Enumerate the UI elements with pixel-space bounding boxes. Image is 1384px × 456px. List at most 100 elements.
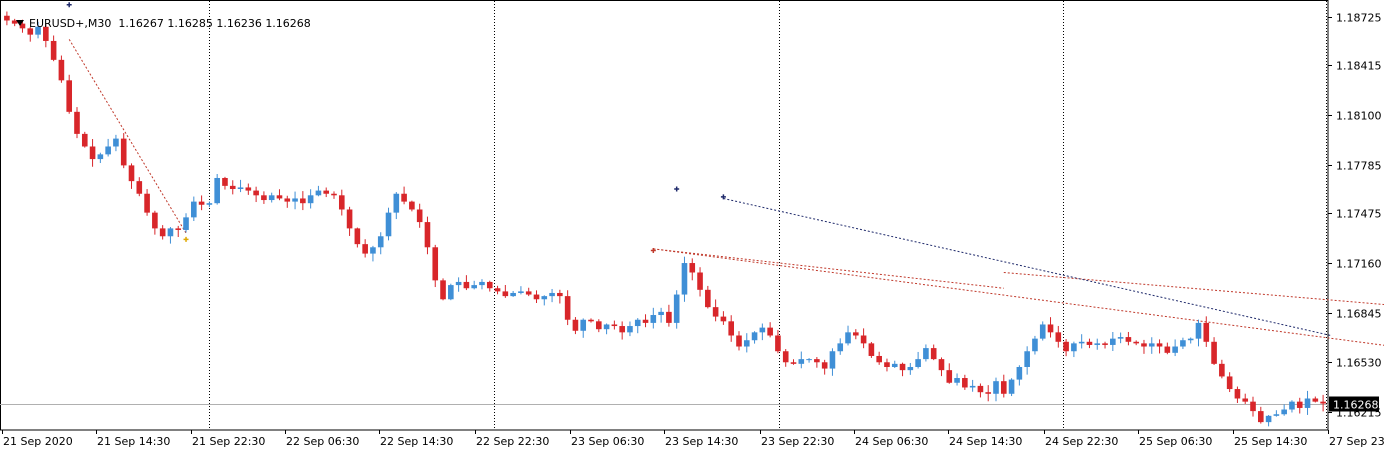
candle-bear	[666, 312, 672, 323]
candle-bull	[658, 312, 664, 315]
candle-bull	[798, 359, 804, 364]
candle-bear	[736, 335, 742, 346]
candle-bear	[66, 80, 72, 112]
x-tick-label: 24 Sep 22:30	[1045, 435, 1118, 448]
x-tick-label: 22 Sep 06:30	[286, 435, 359, 448]
candle-bear	[464, 282, 470, 288]
candle-bull	[1032, 339, 1038, 352]
candle-bear	[1313, 398, 1319, 401]
candle-bear	[861, 335, 867, 343]
candle-bull	[238, 187, 244, 189]
x-tick-label: 22 Sep 22:30	[476, 435, 549, 448]
candle-bear	[1219, 364, 1225, 377]
candle-bear	[1048, 324, 1054, 332]
candle-bear	[728, 321, 734, 335]
candle-bear	[1203, 323, 1209, 342]
candle-bull	[1172, 347, 1178, 353]
candle-bear	[440, 280, 446, 299]
candle-bull	[316, 191, 322, 196]
candle-bull	[207, 203, 213, 205]
candle-bear	[588, 320, 594, 322]
x-tick-label: 21 Sep 22:30	[192, 435, 265, 448]
y-tick-label: 1.18100	[1336, 110, 1382, 123]
candle-bull	[604, 324, 610, 329]
x-tick-label: 25 Sep 14:30	[1234, 435, 1307, 448]
trendline	[723, 198, 1330, 335]
candle-bear	[775, 335, 781, 351]
grid-layer	[0, 1, 1328, 431]
symbol-header[interactable]: EURUSD+,M30 1.16267 1.16285 1.16236 1.16…	[2, 4, 311, 43]
candle-bull	[954, 378, 960, 383]
candle-bull	[1118, 337, 1124, 339]
candle-bear	[339, 195, 345, 209]
candle-bear	[277, 195, 283, 198]
candle-bear	[900, 364, 906, 370]
candle-bull	[549, 293, 555, 296]
y-tick-label: 1.16530	[1336, 357, 1382, 370]
candle-bull	[479, 282, 485, 285]
candle-bear	[565, 296, 571, 320]
candle-bear	[199, 202, 205, 205]
candle-bear	[1157, 343, 1163, 346]
candle-bear	[82, 134, 88, 147]
trendlines-layer	[69, 39, 1384, 401]
candle-bear	[253, 191, 259, 196]
candle-bull	[1289, 402, 1295, 410]
candle-bull	[1009, 380, 1015, 394]
candle-bear	[1242, 398, 1248, 401]
candle-bull	[580, 320, 586, 331]
candle-bull	[98, 154, 104, 159]
candle-bear	[814, 359, 820, 362]
candle-bull	[113, 139, 119, 147]
candle-bear	[300, 198, 306, 203]
candle-bear	[230, 186, 236, 189]
y-tick-label: 1.17475	[1336, 208, 1382, 221]
candle-bear	[791, 362, 797, 364]
candle-bull	[760, 328, 766, 333]
candle-bear	[931, 348, 937, 359]
candle-bear	[869, 343, 875, 356]
candle-bull	[292, 198, 298, 201]
candle-bear	[1297, 402, 1303, 408]
candle-bear	[1087, 342, 1093, 345]
candle-bull	[1110, 339, 1116, 345]
candle-bear	[713, 307, 719, 316]
candle-bear	[1250, 402, 1256, 411]
candle-bear	[160, 228, 166, 236]
candle-bear	[144, 194, 150, 213]
signal-marker	[184, 237, 189, 242]
x-tick-label: 23 Sep 22:30	[761, 435, 834, 448]
candle-bull	[752, 332, 758, 340]
candle-bear	[362, 244, 368, 253]
candle-bull	[1281, 410, 1287, 415]
candle-bear	[222, 178, 228, 186]
candle-bear	[985, 392, 991, 394]
candle-bull	[168, 228, 174, 236]
candle-bear	[767, 328, 773, 336]
candle-bull	[183, 217, 189, 230]
candle-bull	[1196, 323, 1202, 339]
candle-bear	[557, 293, 563, 296]
chevron-down-icon[interactable]	[16, 20, 24, 26]
candle-bear	[946, 370, 952, 383]
current-price-label: 1.16268	[1333, 399, 1379, 412]
x-tick-label: 23 Sep 06:30	[571, 435, 644, 448]
x-tick-label: 27 Sep 23:30	[1329, 435, 1384, 448]
candle-bear	[487, 282, 493, 288]
candle-bear	[401, 194, 407, 202]
candle-bear	[534, 295, 540, 300]
candle-bear	[323, 191, 329, 194]
candle-bear	[721, 317, 727, 322]
candle-bear	[697, 272, 703, 289]
candle-bear	[355, 228, 361, 244]
y-tick-label: 1.18725	[1336, 12, 1382, 25]
candle-bull	[370, 247, 376, 253]
candle-bear	[573, 320, 579, 331]
candle-bear	[59, 60, 65, 80]
candle-bear	[331, 194, 337, 196]
x-tick-label: 23 Sep 14:30	[665, 435, 738, 448]
candle-bull	[1149, 343, 1155, 346]
candle-bull	[744, 340, 750, 346]
candle-bear	[175, 228, 181, 230]
